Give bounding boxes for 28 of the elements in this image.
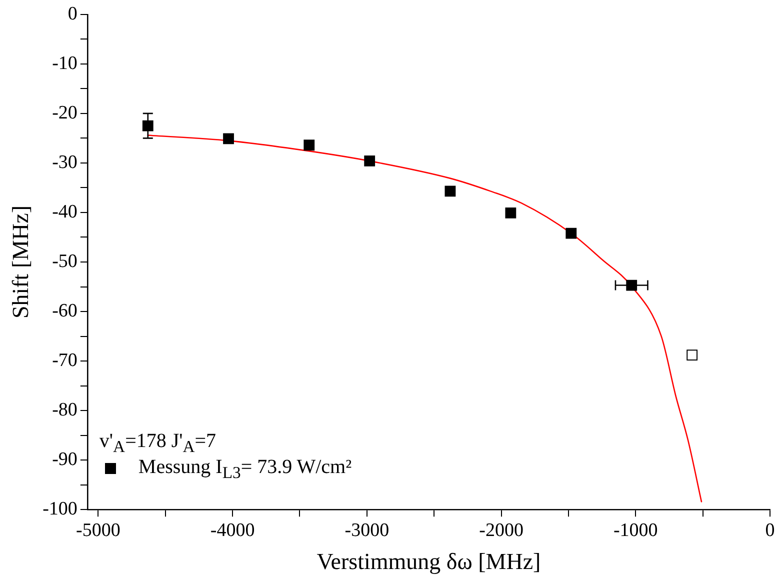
x-tick-label: 0	[765, 520, 775, 541]
point	[566, 228, 577, 239]
point	[505, 208, 516, 218]
point	[686, 350, 698, 361]
x-tick-label: -5000	[76, 520, 120, 541]
legend-label: Messung I$_{L3}$= 73.9 W/cm²	[137, 456, 352, 482]
point	[364, 156, 376, 166]
y-tick-label: 0	[68, 3, 78, 24]
point	[304, 140, 315, 151]
x-tick-label: -3000	[344, 520, 390, 541]
y-axis-title: Shift [MHz]	[8, 205, 33, 319]
y-tick-label: -100	[42, 498, 78, 520]
point	[223, 133, 234, 144]
point	[444, 186, 456, 197]
y-tick-label: -70	[52, 350, 78, 372]
y-tick-label: -10	[52, 52, 78, 74]
x-tick-label: -4000	[210, 520, 255, 541]
y-tick-label: -40	[52, 201, 78, 222]
y-tick-label: -90	[52, 449, 78, 470]
x-tick-label: -1000	[613, 520, 658, 541]
annotation: v'$_{A}$=178 J'$_{A}$=7	[99, 430, 218, 456]
y-tick-label: -60	[52, 300, 78, 322]
y-tick-label: -30	[52, 152, 78, 173]
x-tick-label: -2000	[479, 520, 524, 541]
y-tick-label: -50	[52, 250, 78, 272]
y-tick-label: -80	[52, 400, 78, 421]
x-axis-title: Verstimmung δω [MHz]	[316, 549, 541, 574]
y-tick-label: -20	[52, 102, 78, 124]
